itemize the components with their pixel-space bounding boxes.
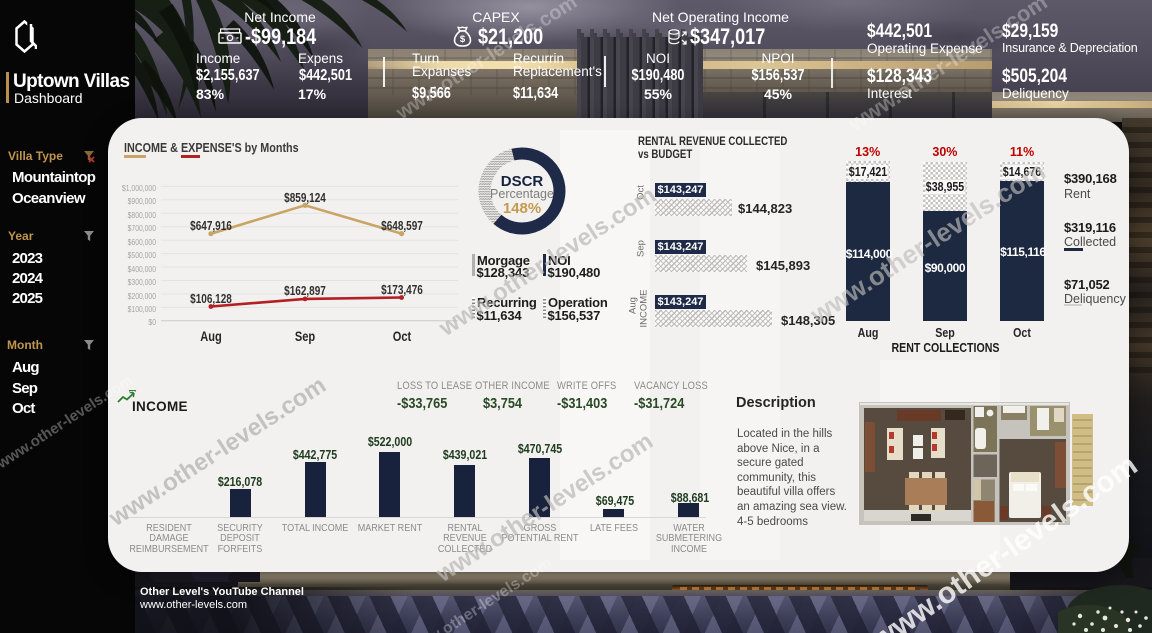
svg-text:$: $: [460, 34, 466, 45]
